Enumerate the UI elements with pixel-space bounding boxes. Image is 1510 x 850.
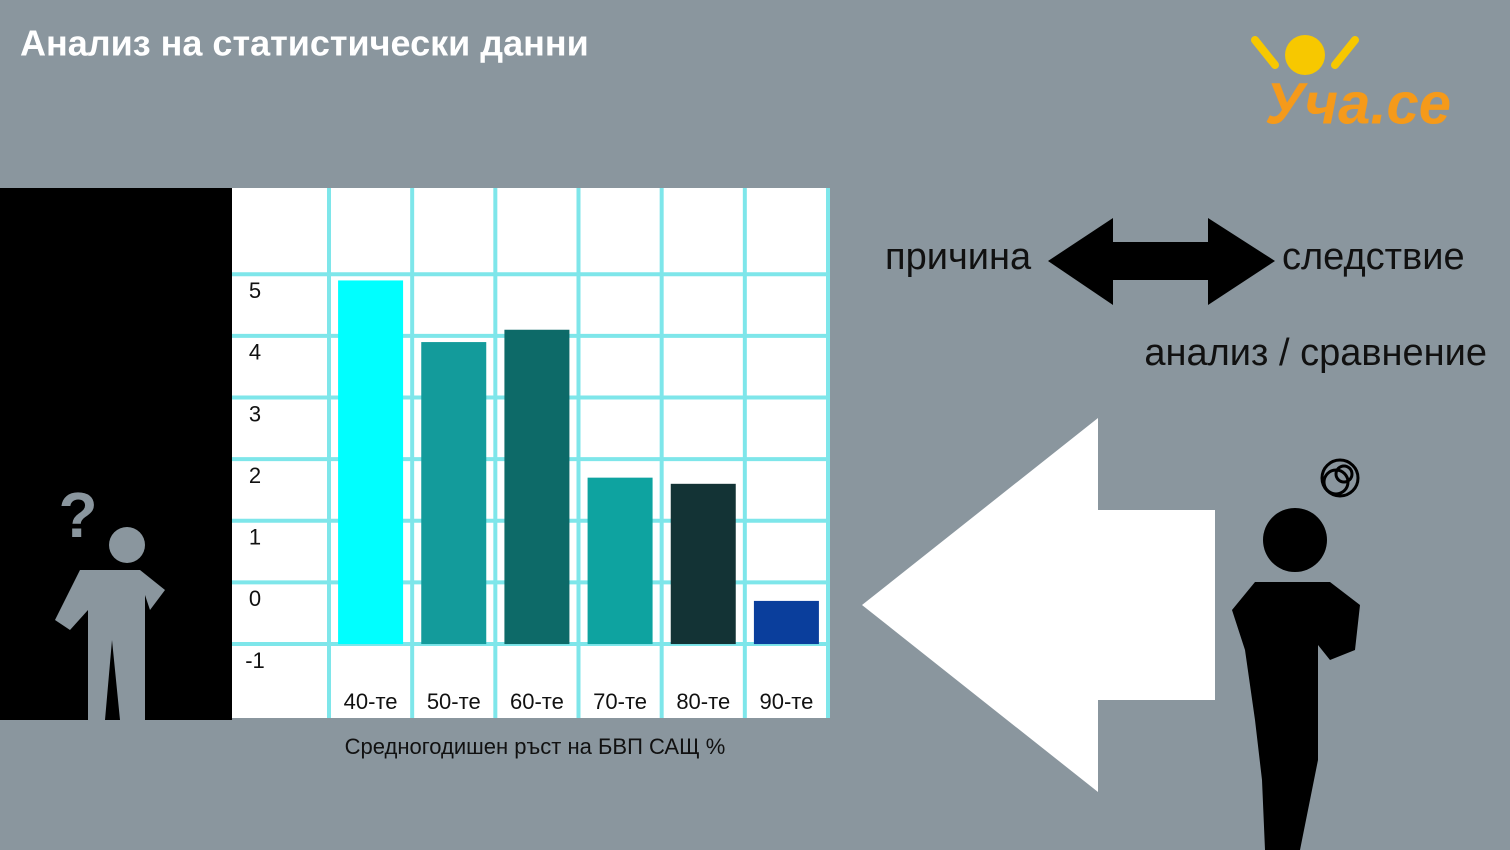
- y-tick-label: 5: [249, 278, 261, 303]
- x-axis-title: Средногодишен ръст на БВП САЩ %: [345, 734, 726, 759]
- x-tick-label: 40-те: [344, 689, 398, 714]
- bar: [753, 600, 819, 645]
- y-tick-label: 3: [249, 401, 261, 426]
- x-tick-label: 90-те: [759, 689, 813, 714]
- body: [55, 570, 165, 720]
- y-tick-label: 4: [249, 340, 261, 365]
- body: [1232, 582, 1360, 850]
- method-label: анализ / сравнение: [1144, 332, 1487, 374]
- logo: Уча.се: [1251, 35, 1451, 136]
- effect-label: следствие: [1282, 236, 1465, 278]
- x-tick-label: 80-те: [676, 689, 730, 714]
- head: [1263, 508, 1327, 572]
- y-tick-label: 2: [249, 463, 261, 488]
- confused-figure: ?: [55, 479, 165, 720]
- bar: [421, 342, 487, 645]
- x-tick-label: 70-те: [593, 689, 647, 714]
- y-tick-label: 0: [249, 586, 261, 611]
- x-tick-label: 60-те: [510, 689, 564, 714]
- y-tick-label: -1: [245, 648, 265, 673]
- thought-scribble: [1320, 458, 1360, 498]
- bar: [338, 280, 404, 645]
- cause-label: причина: [885, 236, 1032, 278]
- bar: [670, 483, 736, 645]
- big-arrow: [862, 418, 1215, 792]
- logo-text: Уча.се: [1265, 71, 1451, 136]
- logo-arms: [1251, 36, 1359, 69]
- logo-sun: [1285, 35, 1325, 75]
- chart: -1 0 1 2 3 4 5 40-те 50-те 60-те 70-те 80-те 90-те: [232, 188, 830, 718]
- slide-title: Анализ на статистически данни: [20, 23, 589, 64]
- head: [109, 527, 145, 563]
- bar: [504, 329, 570, 645]
- bar: [587, 477, 653, 645]
- double-arrow: [1048, 218, 1275, 305]
- question-icon: ?: [58, 479, 97, 551]
- thinking-figure: [1232, 458, 1360, 850]
- y-tick-label: 1: [249, 525, 261, 550]
- x-tick-label: 50-те: [427, 689, 481, 714]
